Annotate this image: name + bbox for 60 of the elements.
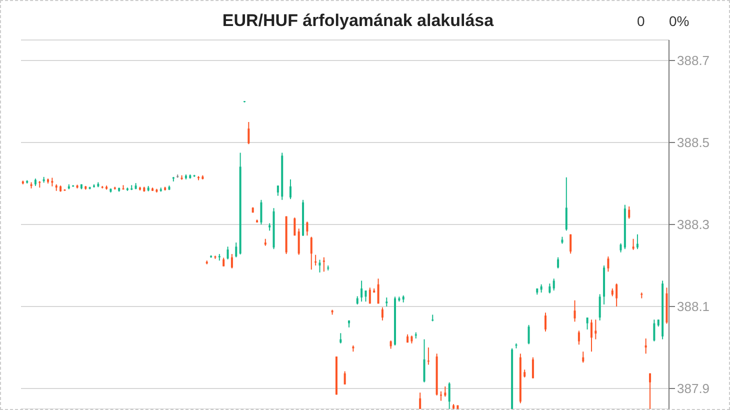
candlestick [636,234,638,250]
candlestick [294,217,296,236]
candlestick [230,254,233,269]
candlestick [653,319,656,342]
y-tick-label: 388.1 [677,299,710,314]
candlestick [532,356,534,379]
candlestick [578,330,580,346]
candlestick [620,242,622,253]
candlestick [377,278,380,304]
candlestick [444,386,446,398]
candlestick [594,319,597,340]
candlestick [289,178,292,200]
candlestick [552,278,555,292]
candlestick [419,392,422,409]
text: 0 [637,13,645,29]
candlestick [557,256,560,269]
candlestick [386,296,388,307]
y-tick-label: 388.5 [677,135,710,150]
candlestick [364,290,367,302]
candlestick [310,236,312,270]
y-tick-label: 388.7 [677,53,710,68]
candlestick [607,256,610,272]
candlestick [528,324,530,345]
candlestick [322,256,325,272]
candlestick [544,312,546,332]
candlestick [582,351,584,364]
candlestick [644,338,647,354]
candlestick [565,176,568,232]
y-tick-label: 388.3 [677,217,710,232]
candlestick [432,314,434,322]
candlestick [298,228,300,256]
candlestick [598,294,601,321]
candlestick [368,287,371,304]
candlestick [628,206,630,220]
candlestick [632,238,634,250]
chart-title: EUR/HUF árfolyamának alakulása [222,11,494,30]
candlestick [226,246,229,260]
candlestick [360,280,363,302]
candlestick [340,332,342,344]
candlestick [276,185,279,196]
candlestick [344,370,346,385]
candlestick [570,234,572,254]
candlestick [649,372,652,409]
candlestick [440,390,442,402]
candlestick [318,259,321,273]
candlestick [423,338,426,383]
candlestick [548,283,551,294]
candlestick [427,347,430,366]
candlestick [586,317,588,330]
candlestick [260,199,262,225]
y-tick-label: 387.9 [677,381,710,396]
text: 0% [669,13,690,29]
candlestick [574,300,576,322]
candlestick [235,242,238,258]
candlestick [590,319,592,352]
candlestick [616,283,618,307]
candlestick [248,122,250,145]
candlestick [448,382,450,409]
candlestick [381,306,384,321]
candlestick [306,221,308,236]
